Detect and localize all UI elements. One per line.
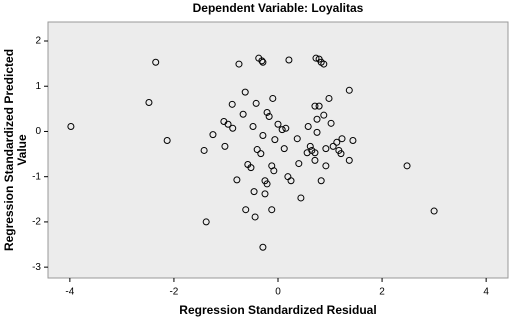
point [263,180,271,188]
point [163,137,171,145]
point [265,113,273,121]
y-tick-label: 2 [35,36,41,47]
x-tick-label: -4 [65,287,74,298]
point [320,60,328,68]
point [259,132,267,140]
point [430,207,438,215]
point [306,142,314,150]
x-tick-label: 2 [379,287,385,298]
point [202,218,210,226]
point [253,146,261,154]
plot-area [47,21,509,279]
point [304,122,312,130]
y-tick-label: 0 [35,126,41,137]
point [271,136,279,144]
point [313,115,321,123]
point [259,243,267,251]
point [312,54,320,62]
point [249,122,257,130]
point [228,100,236,108]
point [295,160,303,168]
point [325,94,333,102]
y-axis-label: Regression Standardized Predicted Value [2,49,29,251]
point [270,167,278,175]
point [250,188,258,196]
point [261,190,269,198]
point [242,206,250,214]
point [67,122,75,130]
point [320,111,328,119]
point [229,124,237,132]
point [263,108,271,116]
point [311,149,319,157]
point [274,120,282,128]
point [322,145,330,153]
point [221,142,229,150]
point [241,88,249,96]
y-axis-label-line: Value [15,134,29,166]
point [337,150,345,158]
point [247,164,255,172]
point [315,102,323,110]
point [345,156,353,164]
point [293,135,301,143]
point [297,194,305,202]
x-tick-label: -2 [169,287,178,298]
point [282,124,290,132]
point [349,137,357,145]
point [345,86,353,94]
point [317,177,325,185]
point [269,94,277,102]
point [333,138,341,146]
point [338,135,346,143]
y-tick-label: -3 [32,262,41,273]
point [252,99,260,107]
point [403,162,411,170]
point [313,128,321,136]
point [257,150,265,158]
y-tick-label: -1 [32,171,41,182]
point [287,177,295,185]
x-tick-label: 0 [275,287,281,298]
point [285,56,293,64]
point [311,156,319,164]
point [145,99,153,107]
y-tick-label: -2 [32,217,41,228]
point [280,145,288,153]
point [329,142,337,150]
point [258,57,266,65]
point [235,60,243,68]
point [224,120,232,128]
y-tick-label: 1 [35,81,41,92]
point [278,126,286,134]
y-axis-label-line: Regression Standardized Predicted [2,49,16,251]
point [200,146,208,154]
point [239,110,247,118]
chart-title: Dependent Variable: Loyalitas [193,1,364,15]
point [251,213,259,221]
point [311,102,319,110]
point [268,206,276,214]
x-tick-label: 4 [483,287,489,298]
point [327,119,335,127]
point [259,58,267,66]
point [152,58,160,66]
point [209,131,217,139]
point [322,162,330,170]
x-axis-label: Regression Standardized Residual [179,303,376,317]
point [233,176,241,184]
